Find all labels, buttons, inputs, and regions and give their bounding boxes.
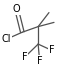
Text: F: F <box>49 45 55 55</box>
Text: F: F <box>37 56 42 66</box>
Text: O: O <box>13 4 20 14</box>
Text: F: F <box>22 52 27 62</box>
Text: Cl: Cl <box>2 34 11 44</box>
